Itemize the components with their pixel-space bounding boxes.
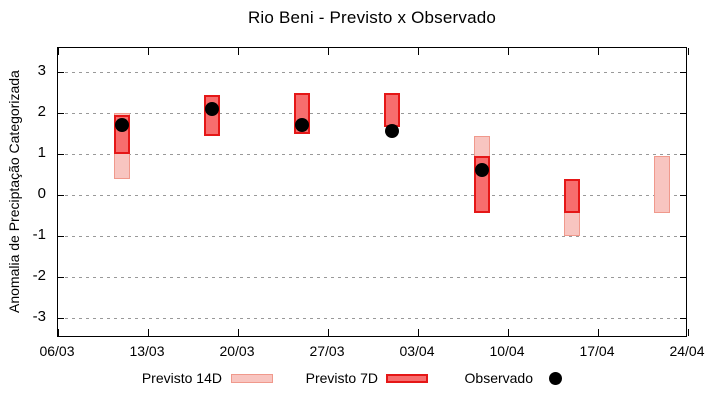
x-tick-mark-top	[58, 48, 59, 55]
x-tick-label: 13/03	[129, 343, 165, 359]
y-tick-label: 2	[37, 103, 46, 120]
x-tick-mark-bottom	[148, 329, 149, 336]
x-tick-label: 24/04	[669, 343, 705, 359]
gridline	[58, 317, 686, 319]
x-tick-mark-top	[238, 48, 239, 55]
observed-dot	[205, 101, 220, 116]
legend-label-previsto-7d: Previsto 7D	[305, 370, 378, 386]
y-tick-mark-left	[58, 113, 64, 114]
x-tick-mark-top	[598, 48, 599, 55]
x-tick-mark-top	[328, 48, 329, 55]
x-tick-mark-bottom	[238, 329, 239, 336]
y-tick-label: -3	[32, 308, 46, 325]
observed-dot	[115, 118, 130, 133]
gridline	[58, 71, 686, 73]
legend-observed-dot-icon	[549, 372, 562, 385]
y-tick-label: 0	[37, 185, 46, 202]
observed-dot	[385, 124, 400, 139]
forecast-7d-bar	[384, 92, 401, 128]
y-tick-mark-left	[58, 195, 64, 196]
x-tick-label: 10/04	[489, 343, 525, 359]
y-tick-mark-right	[680, 195, 686, 196]
x-tick-label: 27/03	[309, 343, 345, 359]
x-tick-mark-bottom	[328, 329, 329, 336]
x-tick-mark-bottom	[418, 329, 419, 336]
gridline	[58, 276, 686, 278]
x-tick-label: 17/04	[579, 343, 615, 359]
y-tick-label: -1	[32, 226, 46, 243]
x-tick-mark-top	[688, 48, 689, 55]
y-tick-mark-left	[58, 236, 64, 237]
x-tick-label: 06/03	[39, 343, 75, 359]
x-tick-label: 03/04	[399, 343, 435, 359]
y-tick-mark-left	[58, 154, 64, 155]
x-tick-mark-top	[148, 48, 149, 55]
forecast-7d-bar	[564, 178, 581, 214]
x-tick-mark-bottom	[58, 329, 59, 336]
gridline	[58, 235, 686, 237]
y-tick-label: -2	[32, 267, 46, 284]
y-tick-mark-right	[680, 154, 686, 155]
gridline	[58, 194, 686, 196]
y-tick-mark-left	[58, 318, 64, 319]
chart-title: Rio Beni - Previsto x Observado	[247, 8, 497, 27]
y-tick-label: 3	[37, 62, 46, 79]
x-tick-mark-top	[418, 48, 419, 55]
observed-dot	[295, 118, 310, 133]
legend-label-previsto-14d: Previsto 14D	[141, 370, 222, 386]
legend-label-observado: Observado	[464, 370, 533, 386]
x-tick-mark-bottom	[508, 329, 509, 336]
forecast-14d-bar	[654, 156, 671, 214]
legend-swatch-7d-icon	[386, 374, 428, 383]
x-tick-mark-bottom	[598, 329, 599, 336]
y-tick-mark-right	[680, 277, 686, 278]
legend-swatch-14d-icon	[231, 374, 273, 383]
y-tick-mark-right	[680, 72, 686, 73]
x-tick-mark-top	[508, 48, 509, 55]
plot-area	[57, 47, 689, 337]
x-tick-mark-bottom	[688, 329, 689, 336]
y-tick-label: 1	[37, 144, 46, 161]
y-tick-mark-left	[58, 72, 64, 73]
gridline	[58, 153, 686, 155]
y-tick-mark-right	[680, 318, 686, 319]
gridline	[58, 112, 686, 114]
y-tick-mark-left	[58, 277, 64, 278]
y-tick-mark-right	[680, 113, 686, 114]
observed-dot	[475, 163, 490, 178]
x-tick-label: 20/03	[219, 343, 255, 359]
y-tick-mark-right	[680, 236, 686, 237]
